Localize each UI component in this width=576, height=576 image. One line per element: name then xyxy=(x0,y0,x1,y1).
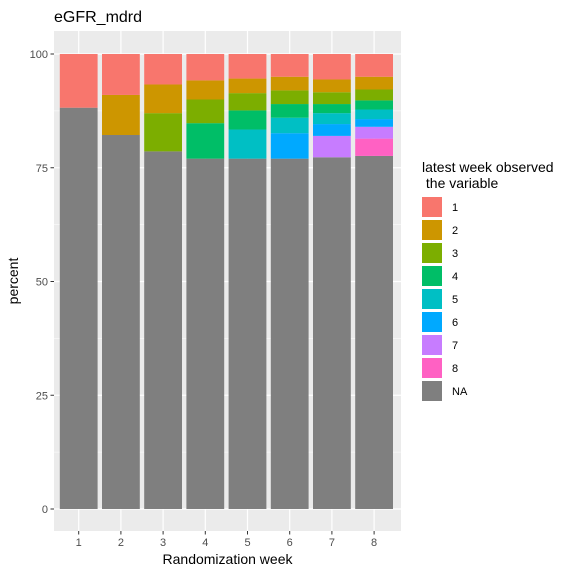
legend-key-8 xyxy=(422,358,442,378)
bar-segment-1-week-1 xyxy=(59,54,98,108)
x-tick-label: 4 xyxy=(202,537,208,549)
x-axis: 1 2 3 4 5 6 7 8 xyxy=(76,531,377,549)
bar-segment-2-week-4 xyxy=(186,80,225,100)
bar-segment-NA-week-1 xyxy=(59,107,98,509)
legend-label: 3 xyxy=(452,248,458,260)
bar-segment-4-week-6 xyxy=(270,104,309,118)
bar-segment-2-week-8 xyxy=(355,76,393,90)
legend-key-NA xyxy=(422,381,442,401)
bar-segment-2-week-6 xyxy=(270,76,309,91)
legend-key-5 xyxy=(422,289,442,309)
bar-segment-4-week-8 xyxy=(355,100,393,110)
bar-segment-3-week-4 xyxy=(186,99,225,124)
bar-segment-5-week-7 xyxy=(313,113,351,125)
bar-segment-4-week-5 xyxy=(228,110,267,130)
bar-segment-5-week-8 xyxy=(355,109,393,120)
legend-title: latest week observed the variable xyxy=(422,159,554,191)
bar-segment-NA-week-7 xyxy=(313,157,351,509)
bar-segment-NA-week-3 xyxy=(144,151,182,509)
x-axis-label: Randomization week xyxy=(163,551,294,567)
legend-label: 8 xyxy=(452,363,458,375)
bar-segment-3-week-6 xyxy=(270,90,309,105)
x-tick-label: 5 xyxy=(244,537,250,549)
bar-segment-NA-week-2 xyxy=(102,134,140,510)
x-tick-label: 6 xyxy=(287,537,293,549)
bar-segment-5-week-5 xyxy=(228,129,267,159)
bar-segment-6-week-8 xyxy=(355,119,393,127)
bar-segment-2-week-3 xyxy=(144,84,182,114)
y-axis-label: percent xyxy=(5,258,21,305)
y-axis: 0 25 50 75 100 xyxy=(30,49,54,516)
x-tick-label: 7 xyxy=(329,537,335,549)
legend-label: 4 xyxy=(452,271,458,283)
x-tick-label: 1 xyxy=(76,537,82,549)
bar-segment-2-week-5 xyxy=(228,78,267,94)
bar-segment-1-week-4 xyxy=(186,54,225,81)
bar-segment-8-week-8 xyxy=(355,138,393,156)
bar-segment-NA-week-4 xyxy=(186,158,225,509)
bar-segment-NA-week-8 xyxy=(355,155,393,510)
bar-segment-1-week-3 xyxy=(144,54,182,85)
legend-key-7 xyxy=(422,335,442,355)
bar-segment-3-week-5 xyxy=(228,93,267,111)
bar-segment-5-week-6 xyxy=(270,117,309,134)
bar-segment-2-week-7 xyxy=(313,79,351,93)
legend: latest week observed the variable 1 2 3 4 5 6 7… xyxy=(422,159,554,401)
y-tick-label: 50 xyxy=(36,277,48,289)
legend-label: 7 xyxy=(452,340,458,352)
bar-segment-3-week-3 xyxy=(144,113,182,152)
legend-label: 6 xyxy=(452,317,458,329)
bar-segment-6-week-7 xyxy=(313,124,351,136)
bar-segment-1-week-7 xyxy=(313,54,351,80)
legend-key-6 xyxy=(422,312,442,332)
y-tick-label: 75 xyxy=(36,163,48,175)
bars-layer xyxy=(59,54,393,510)
bar-segment-1-week-5 xyxy=(228,54,267,79)
legend-key-3 xyxy=(422,243,442,263)
bar-segment-NA-week-5 xyxy=(228,158,267,509)
legend-label: 1 xyxy=(452,202,458,214)
legend-key-2 xyxy=(422,220,442,240)
x-tick-label: 8 xyxy=(371,537,377,549)
bar-segment-6-week-6 xyxy=(270,133,309,159)
y-tick-label: 25 xyxy=(36,390,48,402)
bar-segment-4-week-7 xyxy=(313,104,351,114)
bar-segment-7-week-7 xyxy=(313,135,351,158)
legend-label: NA xyxy=(452,386,468,398)
bar-segment-3-week-8 xyxy=(355,89,393,101)
x-tick-label: 3 xyxy=(160,537,166,549)
y-tick-label: 0 xyxy=(42,504,48,516)
chart-title: eGFR_mdrd xyxy=(54,9,142,26)
bar-segment-7-week-8 xyxy=(355,126,393,139)
bar-segment-2-week-2 xyxy=(102,94,140,135)
bar-segment-1-week-8 xyxy=(355,54,393,77)
bar-segment-1-week-2 xyxy=(102,54,140,95)
bar-segment-1-week-6 xyxy=(270,54,309,77)
bar-segment-NA-week-6 xyxy=(270,158,309,509)
bar-segment-4-week-4 xyxy=(186,123,225,159)
legend-key-1 xyxy=(422,197,442,217)
bar-segment-3-week-7 xyxy=(313,92,351,105)
x-tick-label: 2 xyxy=(118,537,124,549)
legend-label: 2 xyxy=(452,225,458,237)
legend-label: 5 xyxy=(452,294,458,306)
legend-key-4 xyxy=(422,266,442,286)
y-tick-label: 100 xyxy=(30,49,48,61)
